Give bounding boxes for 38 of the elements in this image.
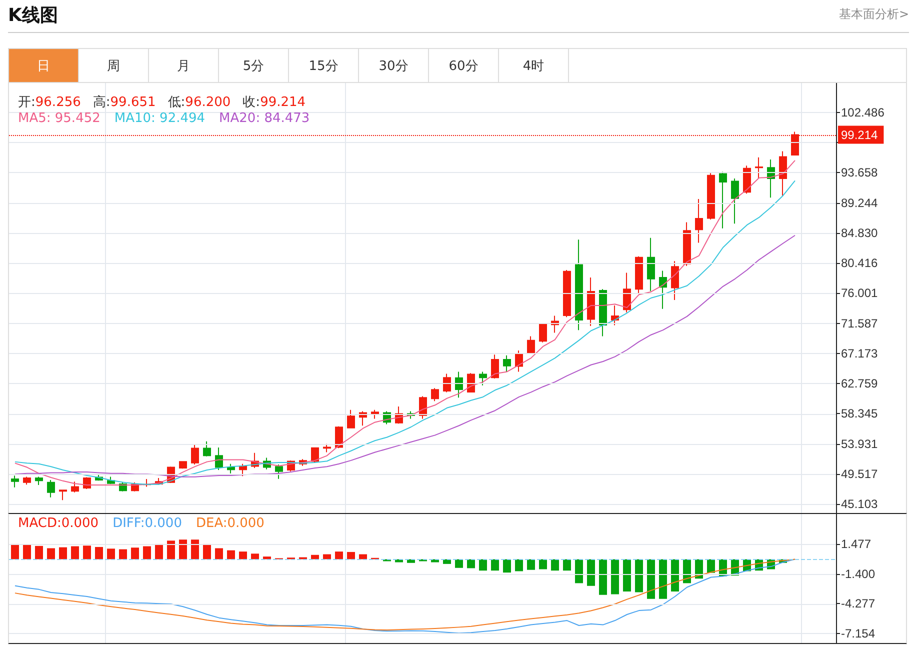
text: DIFF:0.000 xyxy=(112,516,182,531)
y-tick-label: 58.345 xyxy=(841,406,878,421)
annotation: 收:99.214 xyxy=(242,95,306,110)
text: 5分 xyxy=(219,49,289,82)
y-tick-label: 80.416 xyxy=(841,256,878,270)
text: MA10: 92.494 xyxy=(114,111,206,126)
text: 基本面分析> xyxy=(838,6,909,23)
annotation: 低:96.200 xyxy=(168,95,231,110)
y-tick-label: 76.001 xyxy=(841,286,878,300)
text: MA5: 95.452 xyxy=(18,111,100,126)
y-tick-label: -4.277 xyxy=(841,596,876,611)
text: 周 xyxy=(79,49,149,82)
y-tick-label: 71.587 xyxy=(841,316,878,330)
y-tick-label: 45.103 xyxy=(841,497,878,512)
text: MA20: 84.473 xyxy=(219,111,310,126)
y-tick-label: 1.477 xyxy=(841,536,872,551)
y-tick-label: 84.830 xyxy=(841,226,878,240)
text: 60分 xyxy=(429,49,499,82)
y-tick-label: 102.486 xyxy=(841,105,885,120)
y-tick-label: 67.173 xyxy=(841,346,878,360)
y-tick-label: 53.931 xyxy=(841,436,878,451)
text: 月 xyxy=(149,49,219,82)
annotation: 开:96.256 xyxy=(18,95,81,110)
text: 4时 xyxy=(499,49,569,82)
series-label: MACD:0.000 xyxy=(18,516,99,531)
text: 日 xyxy=(9,49,79,82)
text: DEA:0.000 xyxy=(196,516,264,531)
y-tick-label: 89.244 xyxy=(841,196,878,210)
y-tick-label: 93.658 xyxy=(841,166,878,180)
chart-title: K线图 xyxy=(8,4,58,27)
annotation: 高:99.651 xyxy=(92,95,156,110)
y-tick-label: -1.400 xyxy=(841,566,876,581)
y-tick-label: 62.759 xyxy=(841,376,878,391)
y-tick-label: -7.154 xyxy=(841,626,876,641)
text: 30分 xyxy=(359,49,429,82)
y-tick-label: 49.517 xyxy=(841,466,878,481)
ref-line-label: 99.214 xyxy=(841,128,878,142)
text: 15分 xyxy=(289,49,359,82)
